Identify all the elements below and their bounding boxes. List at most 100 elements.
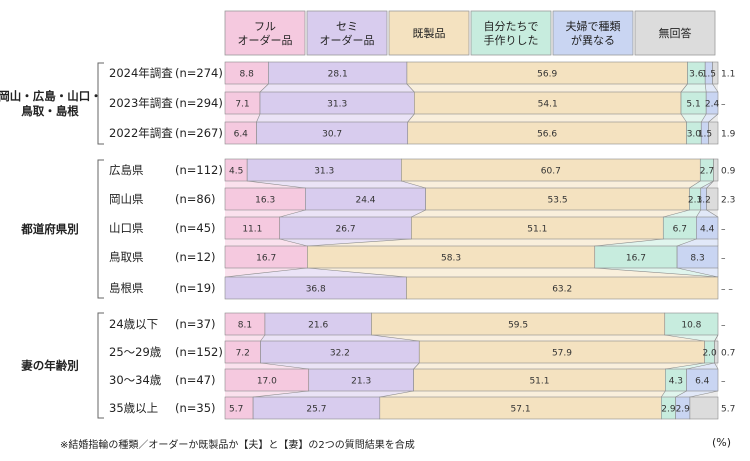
row-n: (n=267) [175, 126, 223, 140]
connector-self_made [681, 114, 707, 122]
connector-full_order [225, 181, 306, 188]
connector-self_made [663, 210, 701, 217]
row-n: (n=86) [175, 192, 216, 206]
data-label-semi_order: 30.7 [322, 130, 342, 140]
row-label: 岡山県 [109, 192, 144, 206]
connector-self_made [594, 239, 697, 246]
connector-ready_made [307, 268, 718, 277]
data-label-full_order: 17.0 [257, 377, 277, 387]
connector-line [706, 209, 719, 218]
bar-segment-ready_made [406, 276, 719, 300]
data-label-full_order: 4.5 [229, 167, 243, 177]
row-n: (n=37) [175, 317, 216, 331]
connector-line [680, 113, 687, 123]
connector-line [700, 113, 707, 123]
data-label-no_answer: – [721, 377, 726, 387]
legend-swatch-ready_made [388, 10, 470, 56]
connector-different [677, 239, 718, 246]
row-n: (n=47) [175, 373, 216, 387]
connector-full_order [225, 363, 309, 369]
data-label-ready_made: 56.6 [537, 130, 557, 140]
group-label: 都道府県別 [20, 222, 79, 236]
connector-self_made [665, 363, 715, 369]
bar-segment-different [705, 91, 719, 115]
connector-line [696, 209, 701, 218]
data-label-ready_made: 51.1 [529, 377, 549, 387]
data-label-semi_order: 25.7 [306, 405, 326, 415]
data-label-no_answer: 0.7 [721, 349, 735, 359]
connector-semi_order [253, 391, 414, 397]
connector-full_order [225, 391, 309, 397]
legend-label-ready_made: 既製品 [413, 26, 446, 40]
connector-line [224, 267, 308, 278]
data-label-no_answer: – [721, 254, 726, 264]
data-label-ready_made: 57.9 [552, 349, 572, 359]
connector-line [594, 238, 664, 247]
row-n: (n=294) [175, 96, 223, 110]
row-label: 2024年調査 [109, 66, 173, 80]
connector-line [677, 267, 719, 278]
connector-line [706, 180, 714, 189]
connector-self_made [661, 391, 687, 397]
connector-full_order [225, 335, 265, 341]
legend-label-self_made: 手作りした [484, 33, 539, 47]
data-label-different: 6.4 [695, 377, 710, 387]
connector-line [260, 362, 309, 370]
connector-line [247, 180, 306, 189]
data-label-self_made: 6.7 [673, 225, 687, 235]
data-label-ready_made: 58.3 [441, 254, 461, 264]
data-label-full_order: 6.4 [234, 130, 249, 140]
connector-line [676, 238, 697, 247]
connector-line [401, 180, 426, 189]
connector-semi_order [260, 363, 420, 369]
row-label: 35歳以上 [109, 401, 158, 415]
legend-label-self_made: 自分たちで [484, 20, 539, 33]
data-label-different: 2.9 [676, 405, 691, 415]
row-label: 2022年調査 [109, 126, 173, 140]
connector-ready_made [379, 391, 666, 397]
legend-label-different: が異なる [571, 33, 615, 47]
connector-line [279, 209, 306, 218]
bar-segment-no_answer [712, 61, 719, 85]
data-label-no_answer: – [721, 100, 726, 110]
connector-line [413, 362, 420, 370]
connector-line [407, 113, 415, 123]
row-n: (n=19) [175, 281, 216, 295]
row-n: (n=35) [175, 401, 216, 415]
group-bracket [97, 312, 104, 419]
data-label-full_order: 5.7 [229, 405, 243, 415]
connector-line [260, 334, 266, 342]
legend-label-semi_order: オーダー品 [320, 33, 375, 47]
data-label-semi_order: 31.3 [314, 167, 334, 177]
group-bracket [97, 62, 104, 145]
row-label: 24歳以下 [109, 317, 158, 331]
bar-segment-no_answer [706, 187, 719, 211]
connector-ready_made [413, 363, 705, 369]
data-label-self_made: 16.7 [626, 254, 646, 264]
unit-label: (%) [712, 436, 732, 449]
data-label-no_answer: 0.9 [721, 167, 736, 177]
bar-segment-no_answer [708, 121, 719, 145]
bar-segment-self_made [664, 312, 719, 336]
row-label: 25〜29歳 [109, 345, 162, 359]
connector-line [664, 334, 705, 342]
connector-ready_made [411, 210, 690, 217]
row-n: (n=12) [175, 250, 216, 264]
connector-line [708, 113, 719, 123]
connector-line [665, 362, 705, 370]
data-label-no_answer: – [721, 225, 726, 235]
bar-segment-no_answer [689, 396, 719, 420]
connector-line [704, 83, 707, 93]
connector-line [689, 180, 701, 189]
connector-line [689, 390, 719, 398]
legend-label-different: 夫婦で種類 [566, 19, 621, 33]
row-label: 2023年調査 [109, 96, 173, 110]
connector-ready_made [401, 181, 701, 188]
connector-no_answer [706, 181, 718, 188]
data-label-different: 8.3 [690, 254, 704, 264]
bar-segment-no_answer [714, 340, 719, 364]
data-label-different: 1.5 [698, 130, 712, 140]
connector-line [307, 267, 407, 278]
data-label-different: 1.2 [697, 196, 711, 206]
data-label-full_order: 11.1 [242, 225, 262, 235]
